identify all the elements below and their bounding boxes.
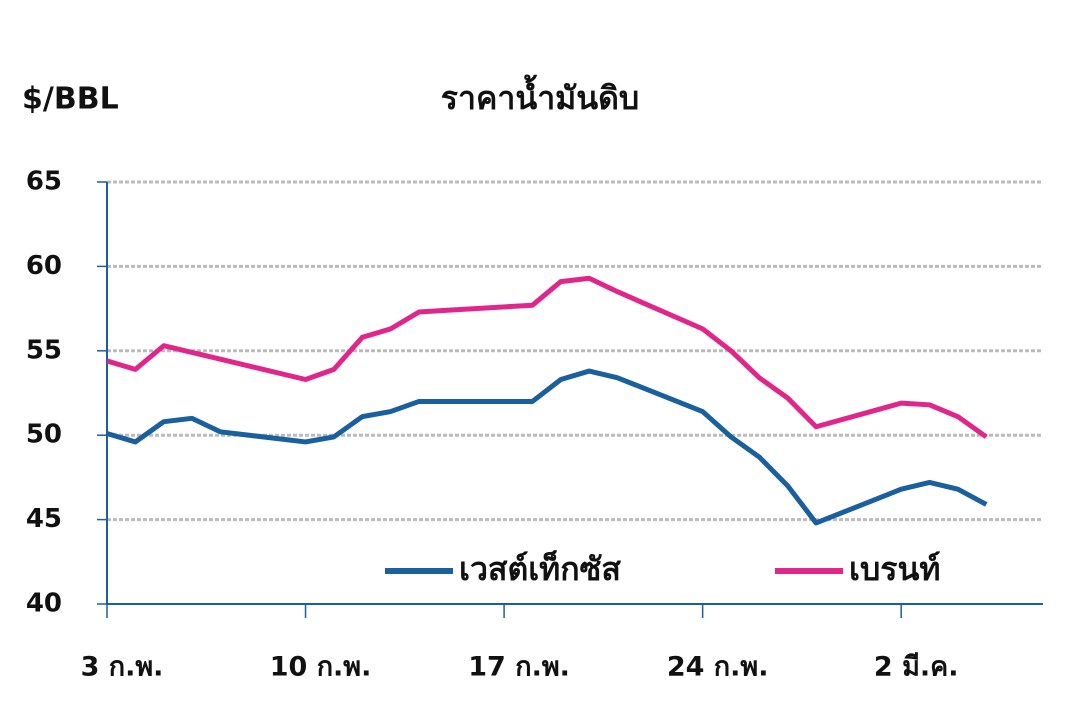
x-tick-label: 3 ก.พ. bbox=[81, 652, 164, 683]
x-tick-label: 2 มี.ค. bbox=[874, 652, 959, 683]
legend-label: เบรนท์ bbox=[849, 550, 940, 588]
legend-label: เวสต์เท็กซัส bbox=[459, 549, 621, 588]
y-tick-label: 45 bbox=[26, 504, 62, 534]
y-tick-label: 60 bbox=[26, 251, 62, 281]
y-axis-label: $/BBL bbox=[22, 82, 119, 117]
y-tick-label: 55 bbox=[26, 335, 62, 365]
y-tick-label: 50 bbox=[26, 420, 62, 450]
y-tick-label: 65 bbox=[26, 167, 62, 197]
x-tick-label: 10 ก.พ. bbox=[270, 652, 372, 683]
y-tick-label: 40 bbox=[26, 589, 62, 619]
chart-title: ราคาน้ำมันดิบ bbox=[441, 74, 639, 117]
series-line bbox=[106, 275, 988, 439]
x-tick-label: 17 ก.พ. bbox=[468, 652, 570, 683]
x-tick-label: 24 ก.พ. bbox=[667, 652, 769, 683]
series-line bbox=[106, 368, 988, 526]
